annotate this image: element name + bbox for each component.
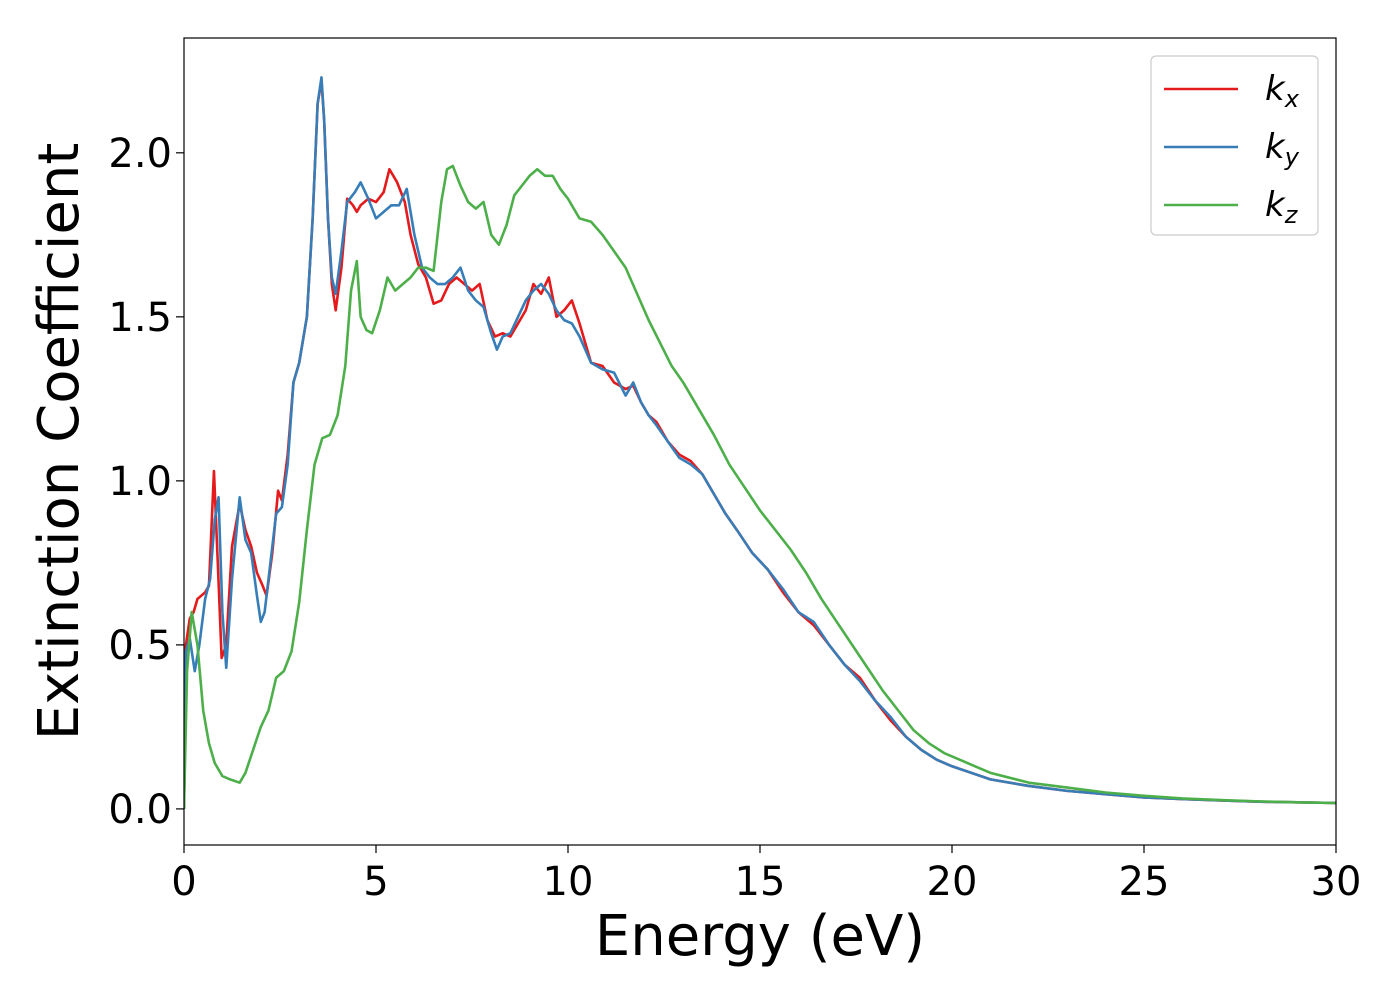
series-lines <box>184 76 1336 809</box>
x-tick-label: 30 <box>1311 859 1362 905</box>
x-tick-label: 5 <box>363 859 388 905</box>
x-tick-label: 25 <box>1119 859 1170 905</box>
legend-label-main: k <box>1265 127 1286 167</box>
x-tick-label: 15 <box>735 859 786 905</box>
x-axis-title: Energy (eV) <box>595 904 925 969</box>
y-tick-label: 1.0 <box>108 459 172 505</box>
x-tick-label: 20 <box>927 859 978 905</box>
legend-label-subscript: x <box>1284 85 1300 113</box>
y-tick-label: 2.0 <box>108 131 172 177</box>
legend-label-subscript: z <box>1284 201 1299 229</box>
y-tick-label: 0.0 <box>108 787 172 833</box>
series-line-ky <box>184 76 1336 809</box>
legend-label-kx: kx <box>1265 69 1300 113</box>
legend-label-subscript: y <box>1284 143 1300 171</box>
y-axis-ticks: 0.0 0.5 1.0 1.5 2.0 <box>108 131 184 833</box>
series-line-kz <box>184 164 1336 809</box>
x-tick-label: 10 <box>543 859 594 905</box>
y-tick-label: 1.5 <box>108 295 172 341</box>
legend-box <box>1150 55 1319 236</box>
legend-label-main: k <box>1265 185 1286 225</box>
legend-label-ky: ky <box>1265 127 1300 171</box>
x-axis-ticks: 0 5 10 15 20 25 30 <box>171 845 1361 905</box>
x-tick-label: 0 <box>171 859 196 905</box>
y-tick-label: 0.5 <box>108 623 172 669</box>
y-axis-title: Extinction Coefficient <box>27 143 92 741</box>
legend-label-kz: kz <box>1265 185 1299 229</box>
legend-label-main: k <box>1265 69 1286 109</box>
